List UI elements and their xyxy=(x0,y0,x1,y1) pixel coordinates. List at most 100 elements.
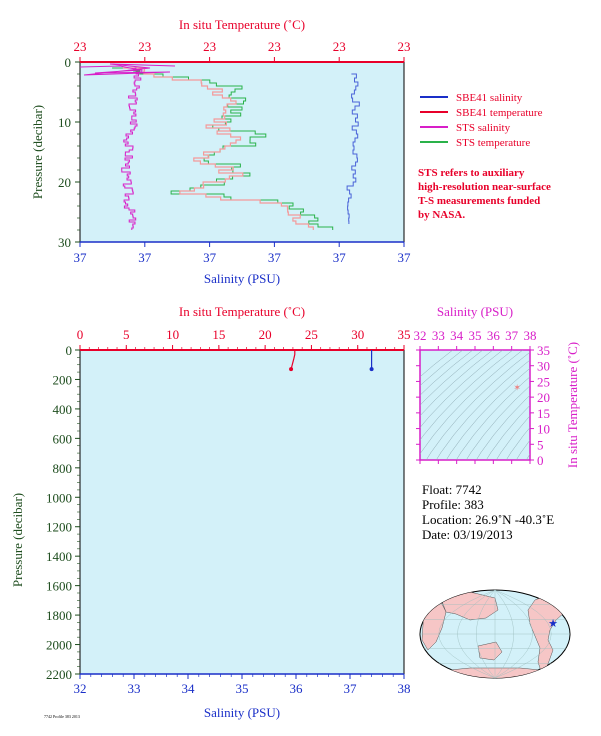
y-tick-label: 800 xyxy=(53,461,73,476)
y-tick-label: 400 xyxy=(53,402,73,417)
ts-x-tick-label: 35 xyxy=(469,328,482,343)
ts-contour xyxy=(525,453,530,460)
legend-label-sbe41-temperature: SBE41 temperature xyxy=(456,107,543,119)
ts-x-tick-label: 32 xyxy=(414,328,427,343)
ts-y-tick-label: 0 xyxy=(537,453,544,468)
near-surface-bottom-ticks: 37 37 37 37 37 37 xyxy=(74,242,411,265)
ts-contour xyxy=(445,367,530,460)
near-surface-title: In situ Temperature (˚C) xyxy=(179,17,305,32)
bottom-tick-label: 37 xyxy=(333,250,347,265)
y-tick-label: 1800 xyxy=(46,608,72,623)
map-graticule xyxy=(420,589,570,679)
map-meridian xyxy=(494,589,552,679)
near-surface-xlabel: Salinity (PSU) xyxy=(204,271,280,286)
bottom-tick-label: 37 xyxy=(138,250,152,265)
bottom-tick-label: 34 xyxy=(182,681,196,696)
top-tick-label: 5 xyxy=(123,327,130,342)
y-tick-label: 2200 xyxy=(46,667,72,682)
ts-y-tick-label: 5 xyxy=(537,437,544,452)
ts-y-tick-label: 10 xyxy=(537,422,550,437)
y-tick-label: 30 xyxy=(58,235,71,250)
ts-x-tick-label: 33 xyxy=(432,328,445,343)
y-tick-label: 0 xyxy=(65,55,72,70)
ts-y-tick-label: 20 xyxy=(537,390,550,405)
ts-contour xyxy=(425,351,530,460)
ts-x-tick-label: 37 xyxy=(505,328,519,343)
ts-y-tick-label: 25 xyxy=(537,374,550,389)
near-surface-panel: In situ Temperature (˚C) 23 23 23 23 23 23 37… xyxy=(30,17,411,286)
ts-y-tick-label: 30 xyxy=(537,359,550,374)
temperature-end-marker xyxy=(289,367,294,372)
bottom-tick-label: 37 xyxy=(203,250,217,265)
full-profile-xlabel: Salinity (PSU) xyxy=(204,705,280,720)
y-tick-label: 20 xyxy=(58,175,71,190)
map-meridian xyxy=(438,589,496,679)
legend-label-sbe41-salinity: SBE41 salinity xyxy=(456,92,523,104)
temperature-profile-line xyxy=(290,350,296,370)
world-map: ★ xyxy=(419,589,571,679)
top-tick-label: 15 xyxy=(212,327,225,342)
ts-contour xyxy=(495,415,530,460)
location: Location: 26.9˚N -40.3˚E xyxy=(422,512,554,527)
bottom-tick-label: 38 xyxy=(398,681,411,696)
near-surface-series xyxy=(80,63,360,230)
y-tick-label: 10 xyxy=(58,115,71,130)
near-surface-top-ticks: 23 23 23 23 23 23 xyxy=(74,39,411,62)
map-meridian xyxy=(494,589,514,679)
full-profile-plot-bg xyxy=(79,349,405,675)
profile-number: Profile: 383 xyxy=(422,497,484,512)
top-tick-label: 23 xyxy=(333,39,346,54)
top-tick-label: 30 xyxy=(351,327,364,342)
sts-note-line-4: by NASA. xyxy=(418,209,465,221)
bottom-tick-label: 36 xyxy=(290,681,304,696)
full-profile-title: In situ Temperature (˚C) xyxy=(179,304,305,319)
bottom-tick-label: 35 xyxy=(236,681,249,696)
date: Date: 03/19/2013 xyxy=(422,527,513,542)
top-tick-label: 10 xyxy=(166,327,179,342)
ts-y-tick-label: 15 xyxy=(537,406,550,421)
ts-x-tick-label: 36 xyxy=(487,328,501,343)
legend: SBE41 salinity SBE41 temperature STS sal… xyxy=(418,92,551,221)
map-meridian xyxy=(476,589,496,679)
ts-ylabel: In situ Temperature (˚C) xyxy=(565,342,580,468)
sbe41-temperature-line xyxy=(122,67,314,230)
top-tick-label: 23 xyxy=(203,39,216,54)
ts-contour xyxy=(465,385,530,460)
full-profile-series xyxy=(289,350,374,372)
ts-points: ✶ xyxy=(513,383,521,393)
top-tick-label: 23 xyxy=(138,39,151,54)
y-tick-label: 1000 xyxy=(46,490,72,505)
y-tick-label: 0 xyxy=(66,343,73,358)
y-tick-label: 2000 xyxy=(46,638,72,653)
top-tick-label: 20 xyxy=(259,327,272,342)
ts-x-tick-label: 34 xyxy=(450,328,464,343)
top-tick-label: 23 xyxy=(268,39,281,54)
float-id: Float: 7742 xyxy=(422,482,482,497)
ts-contour xyxy=(485,404,530,460)
float-info: Float: 7742 Profile: 383 Location: 26.9˚… xyxy=(422,482,554,542)
ts-title: Salinity (PSU) xyxy=(437,304,513,319)
full-profile-top-ticks: 0 5 10 15 20 25 30 35 xyxy=(77,327,411,350)
ts-plot-bg xyxy=(419,349,531,461)
ts-contour xyxy=(505,426,530,460)
top-tick-label: 23 xyxy=(398,39,411,54)
sts-note-line-3: T-S measurements funded xyxy=(418,195,540,207)
ts-x-ticks: 32 33 34 35 36 37 38 xyxy=(414,328,537,464)
full-profile-panel: In situ Temperature (˚C) 0 5 10 15 20 25 30 35 … xyxy=(10,304,411,720)
legend-label-sts-temperature: STS temperature xyxy=(456,137,530,149)
legend-label-sts-salinity: STS salinity xyxy=(456,122,511,134)
footer-text: 7742 Profile 383 2013 xyxy=(44,714,80,719)
ts-diagram-panel: Salinity (PSU) 32 33 34 35 36 37 38 0510152025… xyxy=(414,304,581,468)
ts-contour xyxy=(420,350,494,417)
ts-contour xyxy=(475,394,530,460)
top-tick-label: 35 xyxy=(398,327,411,342)
ts-contour xyxy=(515,439,530,460)
sts-note-line-2: high-resolution near-surface xyxy=(418,181,551,193)
ts-contour xyxy=(420,350,504,428)
full-profile-ylabel: Pressure (decibar) xyxy=(10,493,25,587)
ts-y-tick-label: 35 xyxy=(537,343,550,358)
sbe41-salinity-line xyxy=(346,73,360,224)
float-location-marker: ★ xyxy=(548,618,558,630)
